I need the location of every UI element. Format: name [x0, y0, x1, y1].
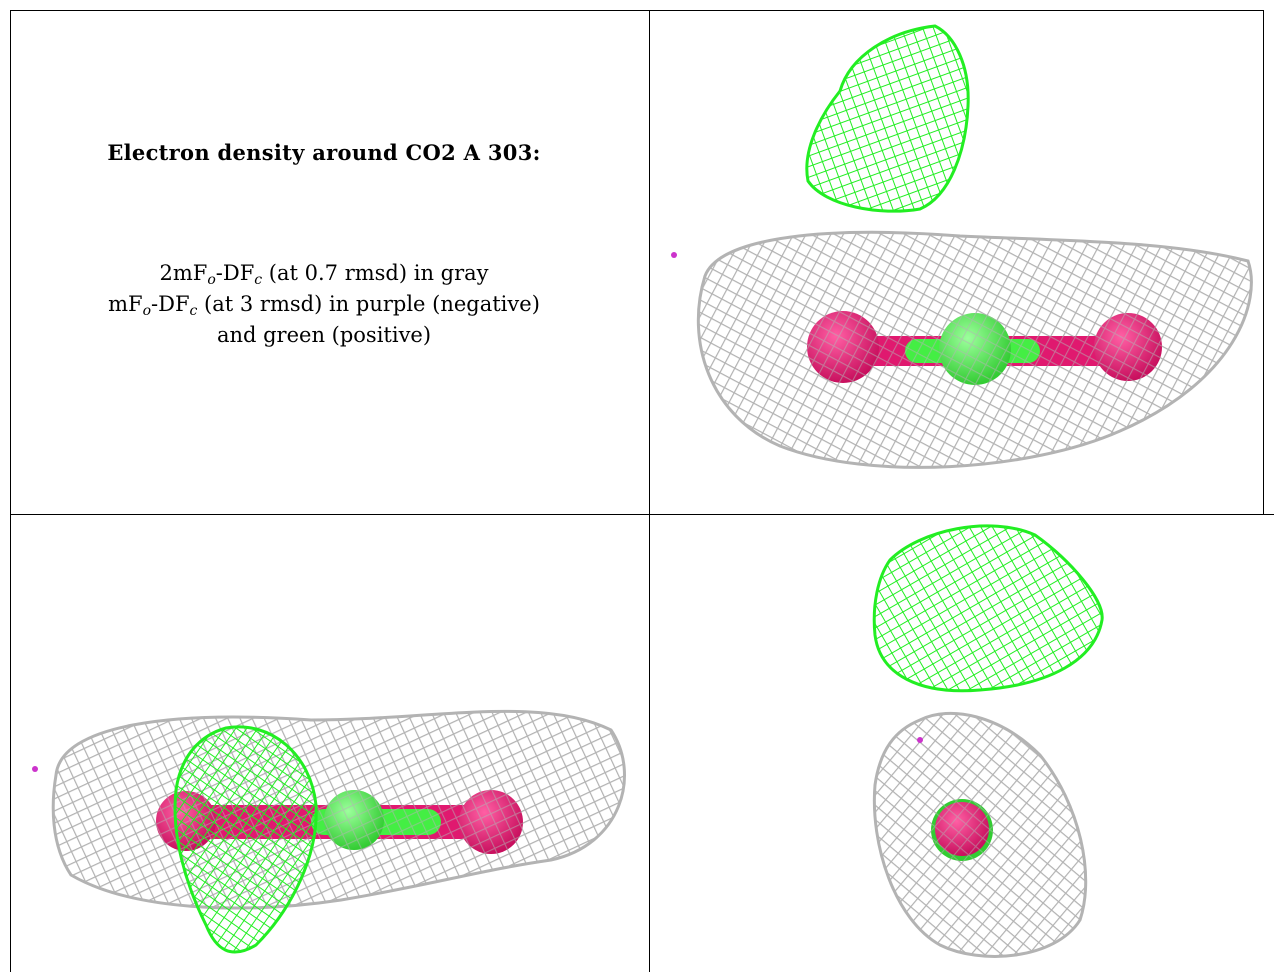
figure-title: Electron density around CO2 A 303: [107, 140, 541, 165]
density-render-top-right [671, 24, 1253, 469]
legend-subscript: c [254, 272, 263, 288]
density-panel-bottom-left [11, 515, 649, 972]
positive-difference-density [872, 524, 1104, 693]
table-border-middle [10, 514, 1274, 515]
legend-line-fofc: mFo-DFc (at 3 rmsd) in purple (negative) [12, 289, 636, 320]
map-legend: 2mFo-DFc (at 0.7 rmsd) in gray mFo-DFc (… [12, 258, 636, 351]
2fofc-density-mesh-front [53, 711, 625, 908]
legend-text: 2mF [159, 261, 208, 285]
table-border-center [649, 10, 650, 972]
legend-text: (at 0.7 rmsd) in gray [262, 261, 489, 285]
legend-subscript: o [142, 303, 152, 319]
negative-difference-density [32, 766, 38, 772]
positive-difference-density [805, 24, 970, 213]
density-panel-top-right [650, 11, 1263, 514]
legend-line-colors: and green (positive) [216, 323, 432, 347]
density-render-bottom-right [872, 524, 1104, 958]
2fofc-density-mesh-front [874, 713, 1086, 957]
legend-text: -DF [151, 292, 190, 316]
legend-text: -DF [215, 261, 255, 285]
caption-cell: Electron density around CO2 A 303: 2mFo-… [12, 10, 636, 515]
density-render-bottom-left [32, 709, 626, 954]
negative-difference-density [671, 252, 677, 258]
table-border-left [10, 10, 11, 972]
negative-difference-density [917, 737, 923, 743]
positive-difference-density [173, 725, 318, 954]
legend-subscript: c [189, 303, 198, 319]
legend-text: (at 3 rmsd) in purple (negative) [197, 292, 540, 316]
legend-line-2fofc: 2mFo-DFc (at 0.7 rmsd) in gray [12, 258, 636, 289]
table-border-right [1263, 10, 1264, 515]
legend-text: mF [108, 292, 143, 316]
legend-subscript: o [207, 272, 216, 288]
table-border-top [10, 10, 1264, 11]
density-panel-bottom-right [650, 515, 1274, 972]
2fofc-density-mesh-front [698, 232, 1252, 468]
